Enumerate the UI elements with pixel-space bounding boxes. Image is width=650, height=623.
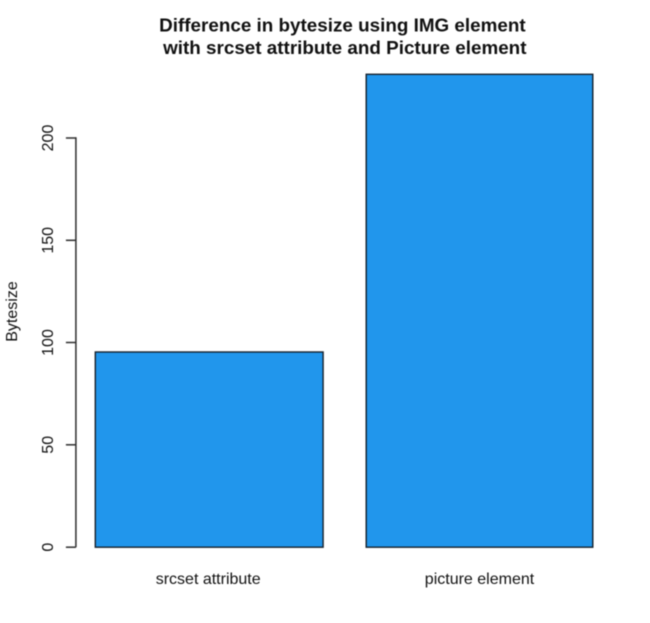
svg-text:srcset attribute: srcset attribute <box>156 571 261 588</box>
svg-text:150: 150 <box>40 227 57 254</box>
svg-text:picture element: picture element <box>425 571 535 588</box>
svg-text:200: 200 <box>40 125 57 152</box>
svg-text:Bytesize: Bytesize <box>4 281 21 342</box>
svg-text:with srcset attribute and Pict: with srcset attribute and Picture elemen… <box>162 37 527 58</box>
svg-text:Difference in bytesize using I: Difference in bytesize using IMG element <box>159 14 526 35</box>
svg-text:50: 50 <box>40 436 57 454</box>
svg-text:100: 100 <box>40 329 57 356</box>
svg-text:0: 0 <box>40 543 57 552</box>
